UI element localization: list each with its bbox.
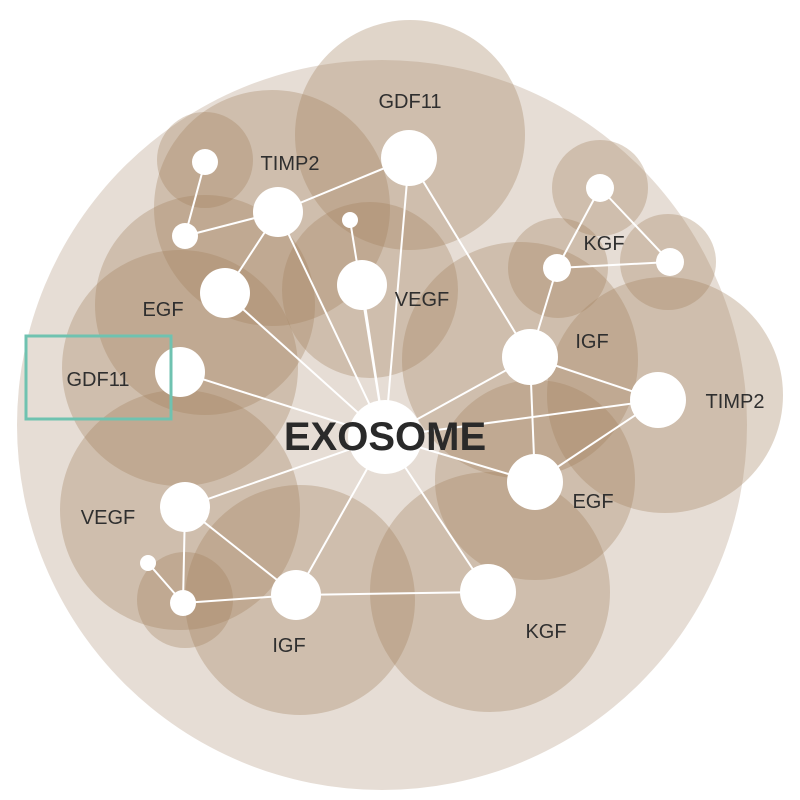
center-label-exosome: EXOSOME	[284, 415, 486, 459]
node-kgf-bottom	[460, 564, 516, 620]
node-s5	[656, 248, 684, 276]
node-vegf-mid	[337, 260, 387, 310]
node-igf-right	[502, 329, 558, 385]
label-igf-right: IGF	[575, 331, 608, 353]
label-kgf-bottom: KGF	[525, 621, 566, 643]
node-kgf-top	[543, 254, 571, 282]
node-egf-left	[200, 268, 250, 318]
node-gdf11-top	[381, 130, 437, 186]
edge-kgf-top-s4	[556, 187, 601, 269]
label-egf-left: EGF	[142, 299, 183, 321]
label-gdf11-top: GDF11	[379, 91, 442, 113]
label-vegf-left: VEGF	[81, 507, 135, 529]
node-egf-right	[507, 454, 563, 510]
node-s6	[140, 555, 156, 571]
highlight-box-gdf11-left	[24, 334, 173, 421]
label-timp2-top: TIMP2	[261, 153, 320, 175]
label-vegf-mid: VEGF	[395, 289, 449, 311]
node-s7	[170, 590, 196, 616]
edge-exosome-gdf11-top	[384, 157, 410, 438]
edge-kgf-top-s5	[556, 261, 671, 269]
label-igf-bottom: IGF	[272, 635, 305, 657]
edge-s4-s5	[599, 187, 671, 263]
node-exosome	[348, 400, 422, 474]
node-igf-bottom	[271, 570, 321, 620]
node-vegf-left	[160, 482, 210, 532]
node-timp2-right	[630, 372, 686, 428]
node-s3	[342, 212, 358, 228]
node-s1	[192, 149, 218, 175]
edge-gdf11-top-igf-right	[408, 157, 531, 358]
node-gdf11-left	[155, 347, 205, 397]
node-timp2-top	[253, 187, 303, 237]
node-s2	[172, 223, 198, 249]
label-egf-right: EGF	[572, 491, 613, 513]
label-gdf11-left: GDF11	[67, 369, 130, 391]
label-timp2-right: TIMP2	[706, 391, 765, 413]
edge-exosome-timp2-top	[277, 211, 386, 438]
label-kgf-top: KGF	[583, 233, 624, 255]
node-s4	[586, 174, 614, 202]
edge-exosome-timp2-right	[384, 399, 659, 438]
edge-igf-bottom-kgf-bottom	[295, 591, 489, 596]
